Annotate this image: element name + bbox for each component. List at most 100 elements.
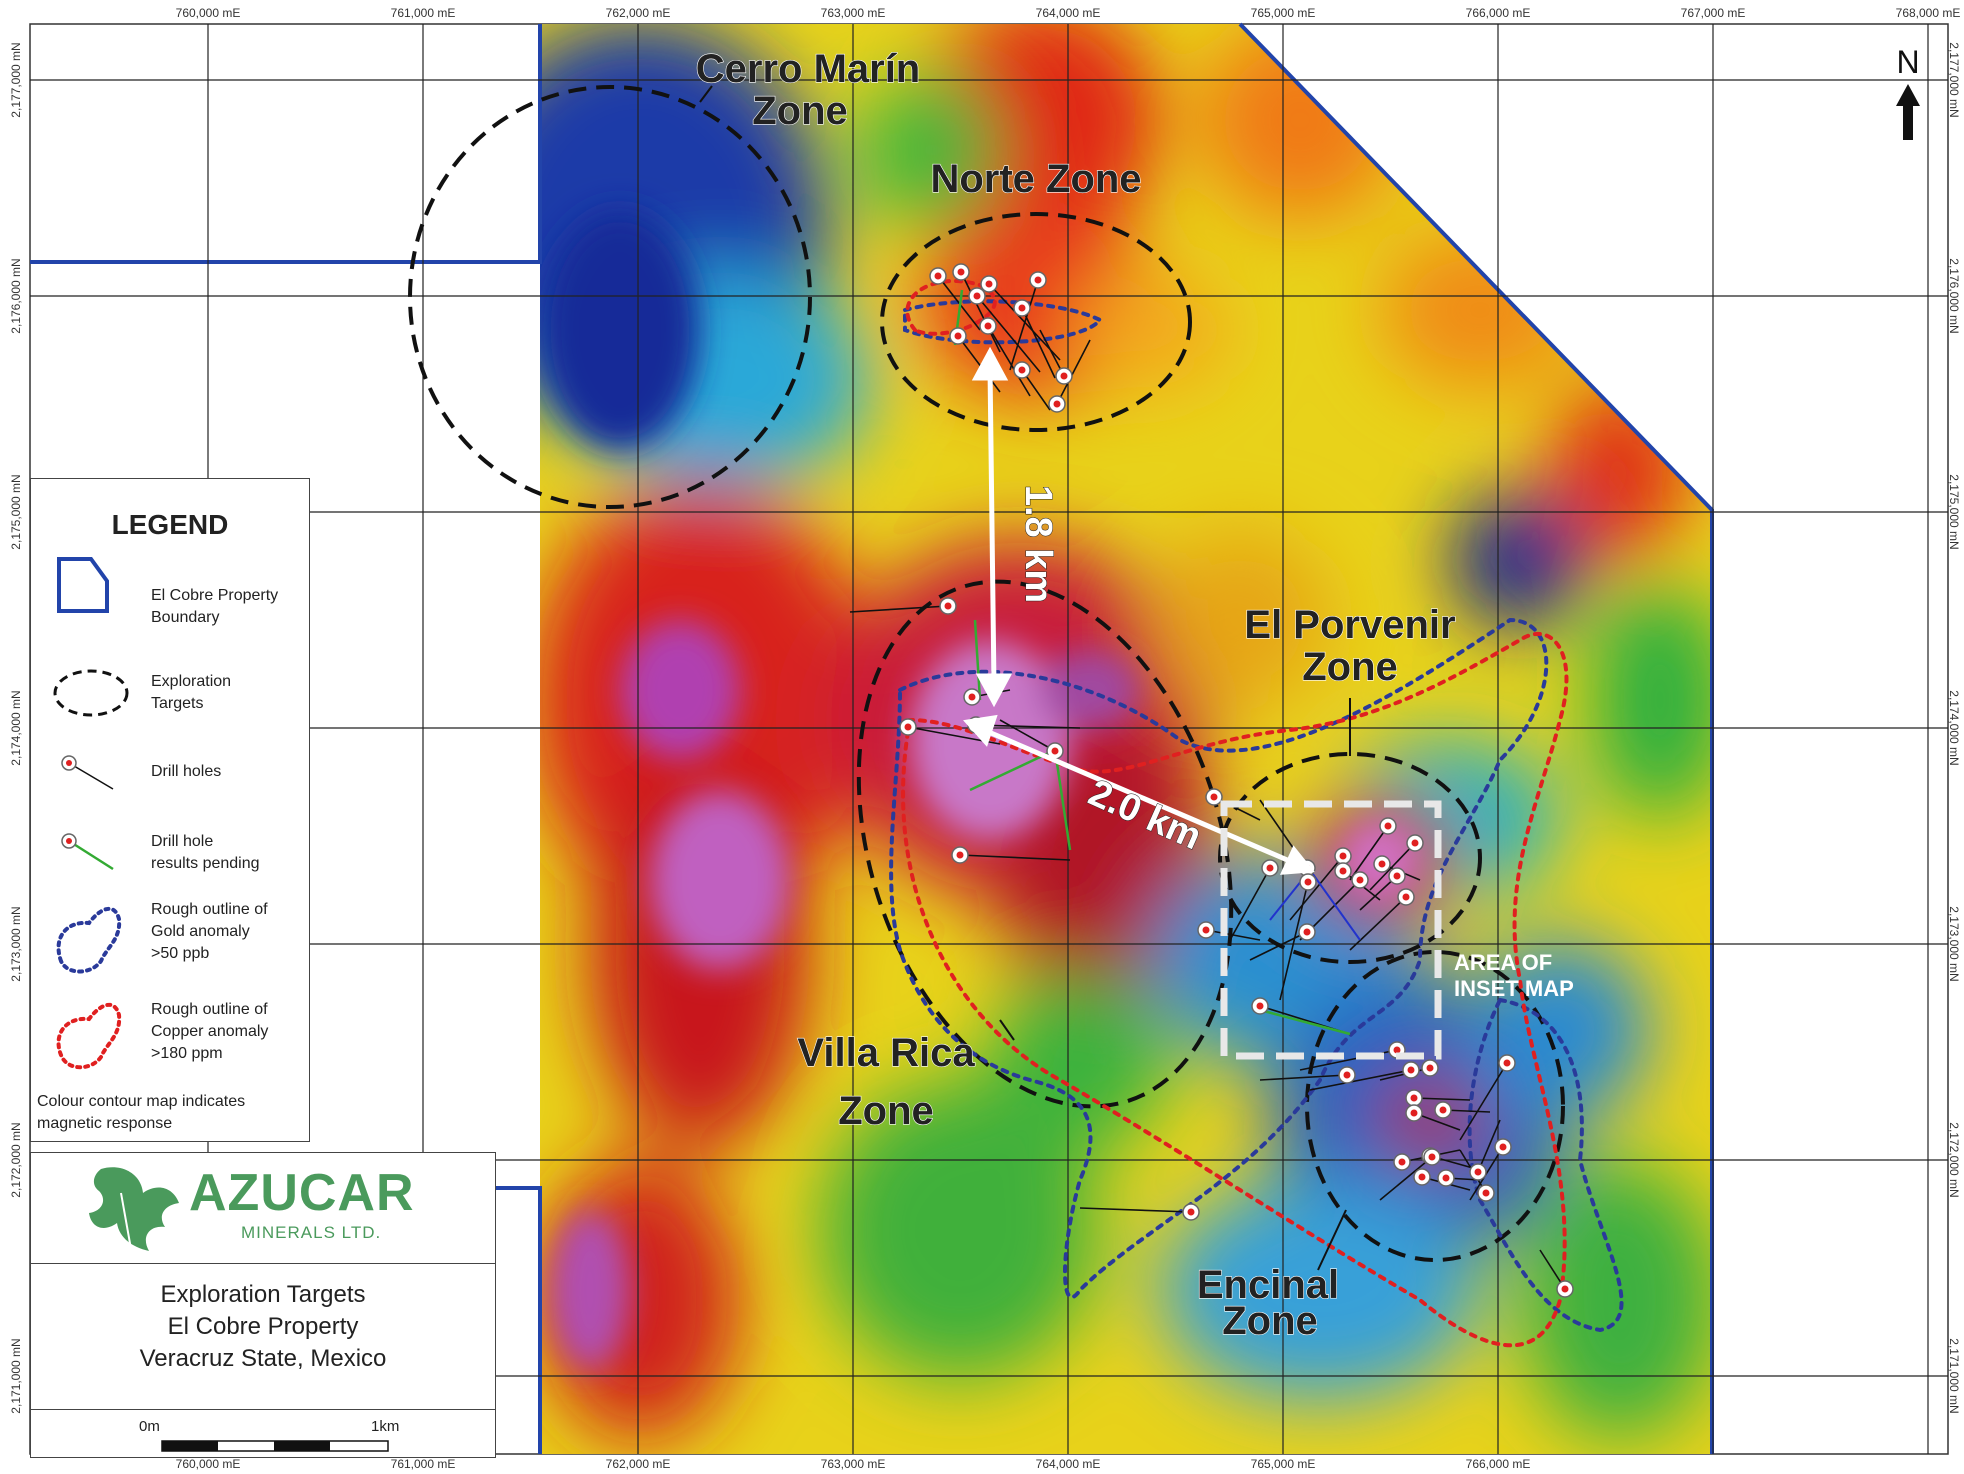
drill-hole-trace <box>1477 1119 1501 1173</box>
inset-label-line1: AREA OF <box>1454 950 1552 975</box>
drill-hole-collar <box>1338 1066 1356 1084</box>
easting-label: 768,000 mE <box>1896 6 1961 20</box>
drill-hole-trace <box>1229 867 1271 941</box>
drill-hole-trace <box>1249 931 1308 961</box>
company-logo: AZUCAR MINERALS LTD. <box>31 1153 495 1264</box>
easting-label: 765,000 mE <box>1251 6 1316 20</box>
north-arrow: N <box>1888 44 1928 144</box>
northing-label: 2,176,000 mN <box>1947 258 1961 333</box>
target-cerro-marin <box>408 85 812 509</box>
drill-hole-trace <box>937 275 981 331</box>
drill-hole-collar <box>1029 271 1047 289</box>
drill-hole-trace <box>1379 1156 1433 1201</box>
drill-hole-trace <box>1056 339 1091 405</box>
drill-hole-collar <box>929 267 947 285</box>
drill-hole-collar <box>1556 1280 1574 1298</box>
drill-hole-trace <box>849 605 949 613</box>
magnetic-contour-map <box>540 24 1712 1454</box>
easting-label: 766,000 mE <box>1466 6 1531 20</box>
drill-hole-collar <box>1013 361 1031 379</box>
target-encinal <box>1305 950 1565 1262</box>
drill-hole-collar <box>1402 1061 1420 1079</box>
easting-label: 763,000 mE <box>821 6 886 20</box>
drill-hole-trace <box>1079 1207 1192 1213</box>
drill-hole-collar <box>939 597 957 615</box>
northing-label: 2,177,000 mN <box>9 42 23 117</box>
northing-label: 2,174,000 mN <box>1947 690 1961 765</box>
drill-hole-trace <box>960 271 1001 353</box>
drill-hole-collar <box>1434 1101 1452 1119</box>
scale-start: 0m <box>139 1418 160 1435</box>
easting-label: 766,000 mE <box>1466 1457 1531 1471</box>
zone-villa-rica-line2: Zone <box>838 1089 934 1133</box>
target-el-porvenir <box>1218 752 1482 964</box>
easting-label: 761,000 mE <box>391 6 456 20</box>
drill-pending-icon <box>61 833 114 871</box>
legend-note: Colour contour map indicates magnetic re… <box>37 1093 246 1132</box>
easting-label: 767,000 mE <box>1681 6 1746 20</box>
northing-label: 2,172,000 mN <box>9 1122 23 1197</box>
drill-hole-collar <box>951 846 969 864</box>
northing-label: 2,177,000 mN <box>1947 42 1961 117</box>
drill-hole-collar <box>1334 862 1352 880</box>
drill-hole-collar <box>1406 834 1424 852</box>
drill-hole-collar <box>1351 871 1369 889</box>
drill-hole-trace <box>959 854 1071 861</box>
company-sub: MINERALS LTD. <box>241 1223 382 1242</box>
drill-hole-trace <box>1349 825 1389 881</box>
drill-hole-collar <box>1379 817 1397 835</box>
distance-label-1: 1.8 km <box>1017 485 1059 603</box>
scale-bar-graphic <box>161 1440 389 1452</box>
zone-cerro-marin-line1: Cerro Marín <box>696 47 921 91</box>
easting-label: 760,000 mE <box>176 6 241 20</box>
zone-encinal-line2: Zone <box>1222 1299 1318 1343</box>
drill-hole-collar <box>1055 367 1073 385</box>
northing-label: 2,175,000 mN <box>9 474 23 549</box>
drill-hole-trace <box>1413 1097 1471 1101</box>
northing-label: 2,171,000 mN <box>9 1338 23 1413</box>
drill-hole-collar <box>952 263 970 281</box>
northing-label: 2,176,000 mN <box>9 258 23 333</box>
zone-villa-rica-line1: Villa Rica <box>797 1031 975 1075</box>
copper-anomaly-icon <box>56 1003 122 1070</box>
drill-hole-collar <box>1477 1184 1495 1202</box>
drill-hole-collar <box>1299 873 1317 891</box>
map-title: Exploration Targets El Cobre Property Ve… <box>31 1279 495 1375</box>
drill-hole-collar <box>1393 1153 1411 1171</box>
drill-hole-collar <box>1413 1168 1431 1186</box>
property-boundary-icon <box>57 557 109 613</box>
drill-hole-collar <box>899 718 917 736</box>
drill-hole-collar <box>1388 867 1406 885</box>
gold-anomaly-outlines <box>889 299 1624 1333</box>
drill-hole-collar <box>1298 923 1316 941</box>
drill-hole-collar <box>1046 742 1064 760</box>
drill-hole-collar <box>1334 847 1352 865</box>
drill-hole-trace <box>999 719 1056 752</box>
north-label: N <box>1896 44 1920 80</box>
title-line2: El Cobre Property <box>167 1313 359 1340</box>
legend-item-copper: Rough outline of Copper anomaly >180 ppm <box>151 1001 269 1062</box>
drill-hole-icon <box>61 755 114 790</box>
drill-hole-trace <box>987 325 1031 397</box>
drill-hole-collar <box>1013 299 1031 317</box>
drill-hole-trace <box>957 335 1001 393</box>
drill-hole-trace <box>1289 855 1344 921</box>
legend-item-pending: Drill hole results pending <box>151 833 260 872</box>
northing-label: 2,171,000 mN <box>1947 1338 1961 1413</box>
northing-label: 2,175,000 mN <box>1947 474 1961 549</box>
drill-hole-collar <box>1498 1054 1516 1072</box>
drill-hole-trace <box>1459 1062 1508 1141</box>
drill-hole-trace <box>976 295 1041 373</box>
property-boundary-east <box>1238 22 1714 1454</box>
drill-hole-trace <box>1349 896 1407 951</box>
property-boundary-north <box>30 24 542 264</box>
easting-label: 760,000 mE <box>176 1457 241 1471</box>
drill-hole-traces <box>849 271 1566 1290</box>
legend-item-boundary: El Cobre Property Boundary <box>151 587 279 626</box>
easting-label: 763,000 mE <box>821 1457 886 1471</box>
drill-hole-collar <box>1261 859 1279 877</box>
scale-bar: 0m 1km <box>31 1409 495 1460</box>
drill-hole-collar <box>1205 788 1223 806</box>
easting-label: 761,000 mE <box>391 1457 456 1471</box>
